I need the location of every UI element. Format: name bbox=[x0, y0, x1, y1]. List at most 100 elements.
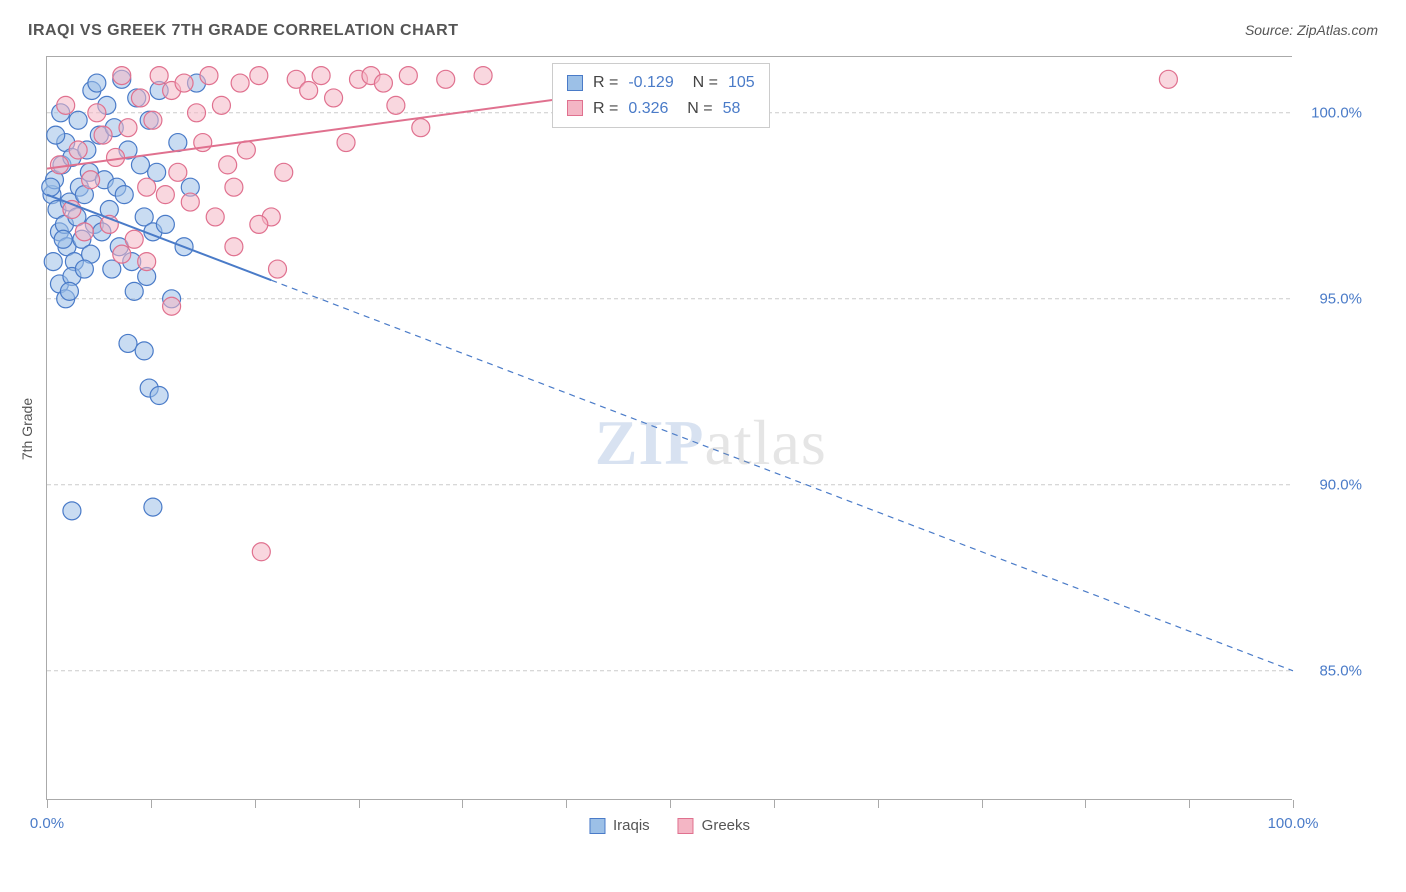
scatter-point bbox=[88, 74, 106, 92]
scatter-point bbox=[57, 96, 75, 114]
regression-line-extrapolated bbox=[271, 280, 1293, 671]
x-tick-mark bbox=[151, 800, 152, 808]
scatter-point bbox=[125, 230, 143, 248]
x-tick-mark bbox=[255, 800, 256, 808]
y-axis-label: 7th Grade bbox=[19, 397, 35, 459]
chart-title: IRAQI VS GREEK 7TH GRADE CORRELATION CHA… bbox=[28, 22, 459, 40]
x-tick-mark bbox=[774, 800, 775, 808]
scatter-point bbox=[337, 134, 355, 152]
scatter-point bbox=[150, 67, 168, 85]
scatter-point bbox=[94, 126, 112, 144]
y-tick-label: 95.0% bbox=[1302, 290, 1362, 307]
scatter-point bbox=[50, 156, 68, 174]
source-attribution: Source: ZipAtlas.com bbox=[1245, 22, 1378, 38]
scatter-point bbox=[42, 178, 60, 196]
scatter-point bbox=[1159, 70, 1177, 88]
scatter-point bbox=[115, 186, 133, 204]
legend-swatch-iraqis bbox=[589, 818, 605, 834]
scatter-point bbox=[119, 119, 137, 137]
scatter-point bbox=[387, 96, 405, 114]
scatter-point bbox=[169, 134, 187, 152]
legend-item-iraqis: Iraqis bbox=[589, 817, 650, 834]
bottom-legend: Iraqis Greeks bbox=[589, 817, 750, 834]
scatter-point bbox=[163, 297, 181, 315]
correlation-stats-box: R = -0.129 N = 105 R = 0.326 N = 58 bbox=[552, 63, 770, 128]
scatter-point bbox=[131, 156, 149, 174]
scatter-point bbox=[138, 253, 156, 271]
scatter-chart-svg bbox=[47, 57, 1292, 800]
scatter-point bbox=[188, 104, 206, 122]
scatter-point bbox=[300, 81, 318, 99]
x-tick-mark bbox=[670, 800, 671, 808]
stats-row-greeks: R = 0.326 N = 58 bbox=[567, 96, 755, 122]
r-value-greeks: 0.326 bbox=[628, 96, 668, 122]
scatter-point bbox=[269, 260, 287, 278]
scatter-point bbox=[474, 67, 492, 85]
scatter-point bbox=[250, 215, 268, 233]
scatter-point bbox=[125, 282, 143, 300]
scatter-point bbox=[113, 67, 131, 85]
scatter-point bbox=[169, 163, 187, 181]
scatter-point bbox=[60, 282, 78, 300]
swatch-greeks bbox=[567, 100, 583, 116]
legend-label-iraqis: Iraqis bbox=[613, 817, 650, 834]
scatter-point bbox=[231, 74, 249, 92]
scatter-point bbox=[69, 111, 87, 129]
scatter-point bbox=[374, 74, 392, 92]
legend-swatch-greeks bbox=[678, 818, 694, 834]
scatter-point bbox=[225, 178, 243, 196]
x-tick-mark bbox=[462, 800, 463, 808]
n-value-iraqis: 105 bbox=[728, 70, 755, 96]
scatter-point bbox=[82, 171, 100, 189]
scatter-point bbox=[156, 215, 174, 233]
stats-row-iraqis: R = -0.129 N = 105 bbox=[567, 70, 755, 96]
x-tick-mark bbox=[878, 800, 879, 808]
x-tick-mark bbox=[1293, 800, 1294, 808]
n-value-greeks: 58 bbox=[723, 96, 741, 122]
scatter-point bbox=[412, 119, 430, 137]
x-tick-mark bbox=[359, 800, 360, 808]
scatter-point bbox=[44, 253, 62, 271]
scatter-point bbox=[75, 223, 93, 241]
chart-header: IRAQI VS GREEK 7TH GRADE CORRELATION CHA… bbox=[0, 0, 1406, 48]
legend-item-greeks: Greeks bbox=[678, 817, 750, 834]
legend-label-greeks: Greeks bbox=[702, 817, 750, 834]
scatter-point bbox=[200, 67, 218, 85]
x-tick-mark bbox=[1085, 800, 1086, 808]
scatter-point bbox=[69, 141, 87, 159]
scatter-point bbox=[63, 502, 81, 520]
scatter-point bbox=[275, 163, 293, 181]
scatter-point bbox=[437, 70, 455, 88]
scatter-point bbox=[113, 245, 131, 263]
scatter-point bbox=[135, 342, 153, 360]
scatter-point bbox=[88, 104, 106, 122]
scatter-point bbox=[144, 111, 162, 129]
scatter-point bbox=[47, 126, 65, 144]
scatter-point bbox=[219, 156, 237, 174]
y-tick-label: 85.0% bbox=[1302, 662, 1362, 679]
scatter-point bbox=[75, 260, 93, 278]
r-value-iraqis: -0.129 bbox=[628, 70, 673, 96]
scatter-point bbox=[54, 230, 72, 248]
scatter-point bbox=[225, 238, 243, 256]
y-tick-label: 100.0% bbox=[1302, 104, 1362, 121]
x-tick-mark bbox=[1189, 800, 1190, 808]
scatter-point bbox=[181, 193, 199, 211]
chart-plot-area: 7th Grade ZIPatlas R = -0.129 N = 105 R … bbox=[46, 56, 1292, 800]
scatter-point bbox=[250, 67, 268, 85]
scatter-point bbox=[156, 186, 174, 204]
x-tick-label: 100.0% bbox=[1268, 815, 1319, 832]
scatter-point bbox=[150, 387, 168, 405]
scatter-point bbox=[119, 334, 137, 352]
y-tick-label: 90.0% bbox=[1302, 476, 1362, 493]
x-tick-mark bbox=[566, 800, 567, 808]
scatter-point bbox=[131, 89, 149, 107]
scatter-point bbox=[212, 96, 230, 114]
scatter-point bbox=[399, 67, 417, 85]
x-tick-mark bbox=[982, 800, 983, 808]
x-tick-mark bbox=[47, 800, 48, 808]
scatter-point bbox=[175, 74, 193, 92]
scatter-point bbox=[206, 208, 224, 226]
scatter-point bbox=[312, 67, 330, 85]
scatter-point bbox=[237, 141, 255, 159]
